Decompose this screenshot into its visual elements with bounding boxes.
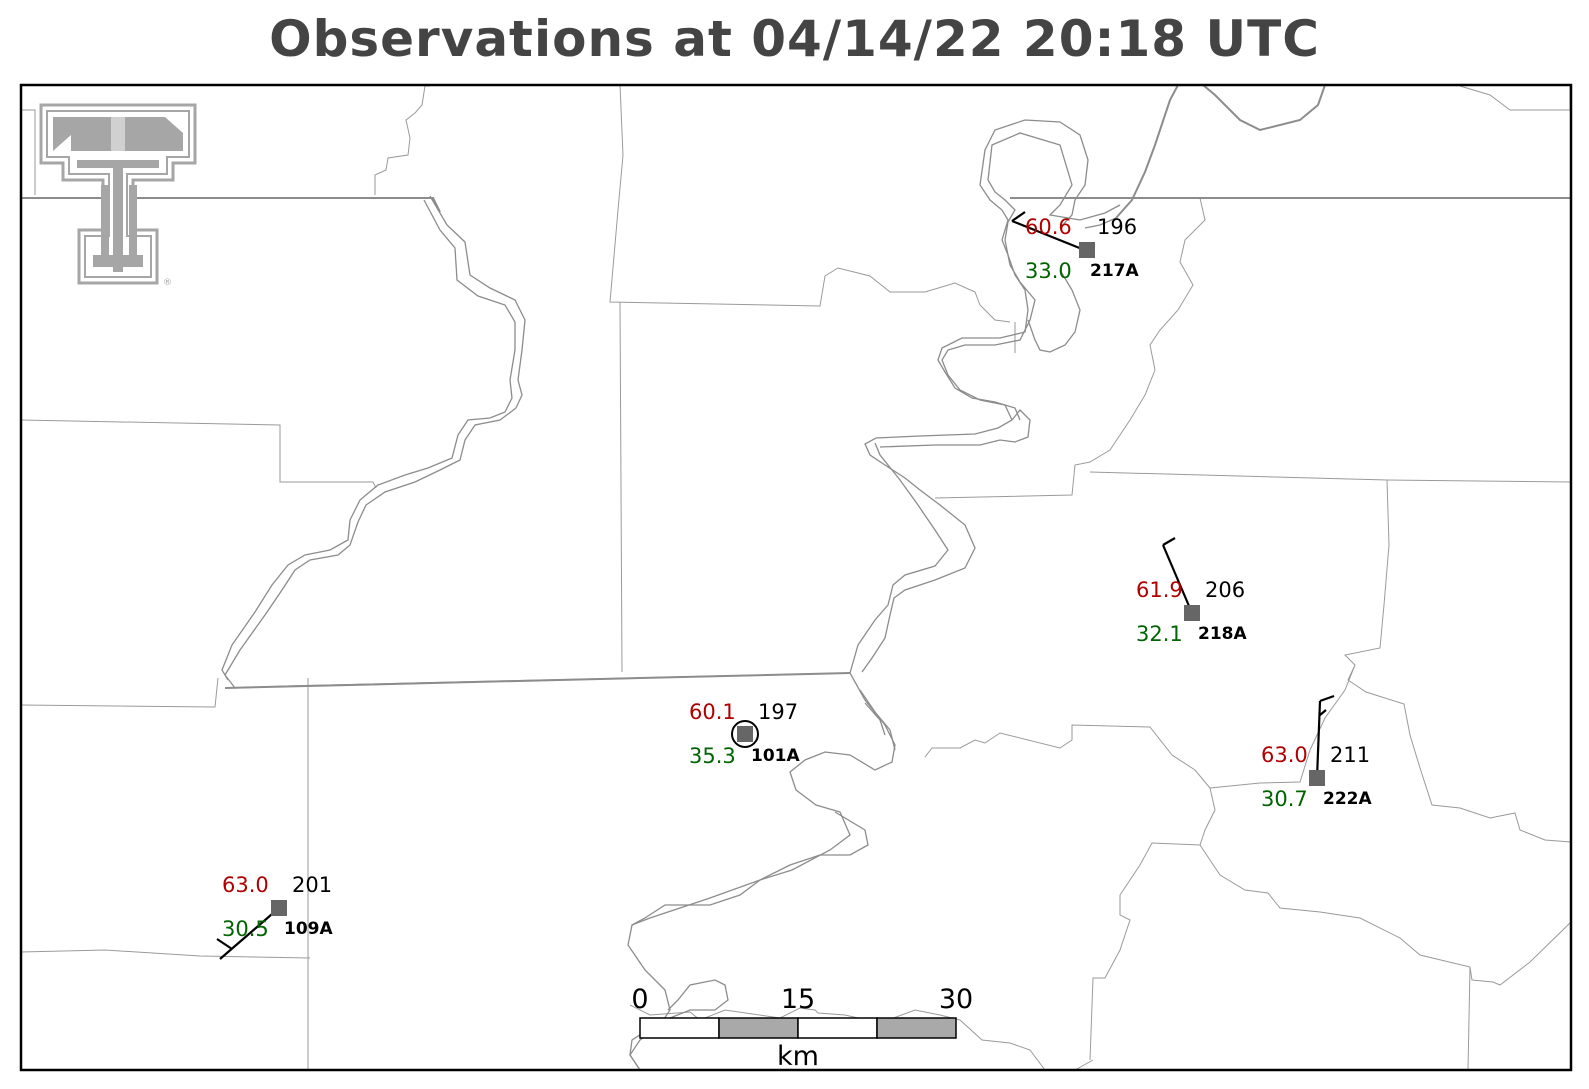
station-wind-dir-101A: 197: [758, 700, 798, 724]
wind-barb-218A: [1161, 537, 1194, 614]
station-218A[interactable]: 61.9 206 32.1 218A: [1136, 537, 1247, 646]
station-id-101A: 101A: [751, 746, 800, 766]
station-temp-109A: 63.0: [222, 873, 269, 897]
station-wind-dir-222A: 211: [1330, 743, 1370, 767]
map-title: Observations at 04/14/22 20:18 UTC: [269, 10, 1320, 68]
map-layers: ® 60.6 196 33.0 217A 61.9 206 32.1 218A …: [21, 85, 1571, 1072]
station-dewpoint-222A: 30.7: [1261, 787, 1308, 811]
station-wind-dir-217A: 196: [1097, 215, 1137, 239]
logo-registered-mark: ®: [163, 278, 172, 288]
station-marker-109A: [271, 900, 287, 916]
double-t-logo-icon: ®: [39, 103, 197, 288]
wind-barb-109A: [216, 907, 280, 960]
station-marker-101A: [737, 726, 753, 742]
scale-unit: km: [777, 1041, 819, 1072]
station-dewpoint-109A: 30.5: [222, 917, 269, 941]
calm-wind-circle-101A: [731, 720, 759, 748]
scale-bar: 0 15 30 km: [631, 984, 973, 1072]
station-id-109A: 109A: [284, 919, 333, 939]
station-dewpoint-217A: 33.0: [1025, 259, 1072, 283]
scale-label-0: 0: [631, 984, 648, 1015]
scale-label-30: 30: [939, 984, 973, 1015]
river: [221, 119, 1121, 1070]
station-222A[interactable]: 63.0 211 30.7 222A: [1261, 694, 1372, 811]
station-marker-218A: [1184, 605, 1200, 621]
wind-barb-222A: [1315, 694, 1335, 779]
station-wind-dir-109A: 201: [292, 873, 332, 897]
station-temp-217A: 60.6: [1025, 215, 1072, 239]
map-frame: [19, 83, 1573, 1072]
station-temp-218A: 61.9: [1136, 578, 1183, 602]
station-wind-dir-218A: 206: [1205, 578, 1245, 602]
station-id-222A: 222A: [1323, 789, 1372, 809]
station-marker-217A: [1079, 242, 1095, 258]
wind-barb-217A: [1011, 211, 1088, 253]
station-dewpoint-218A: 32.1: [1136, 622, 1183, 646]
station-dewpoint-101A: 35.3: [689, 744, 736, 768]
station-109A[interactable]: 63.0 201 30.5 109A: [216, 873, 333, 960]
station-temp-222A: 63.0: [1261, 743, 1308, 767]
county-boundaries: [21, 85, 1571, 1070]
station-101A[interactable]: 60.1 197 35.3 101A: [689, 700, 800, 768]
state-boundaries: [21, 85, 1571, 689]
station-217A[interactable]: 60.6 196 33.0 217A: [1011, 211, 1139, 283]
scale-label-15: 15: [781, 984, 815, 1015]
station-temp-101A: 60.1: [689, 700, 736, 724]
station-id-217A: 217A: [1090, 261, 1139, 281]
station-marker-222A: [1309, 770, 1325, 786]
station-id-218A: 218A: [1198, 624, 1247, 644]
